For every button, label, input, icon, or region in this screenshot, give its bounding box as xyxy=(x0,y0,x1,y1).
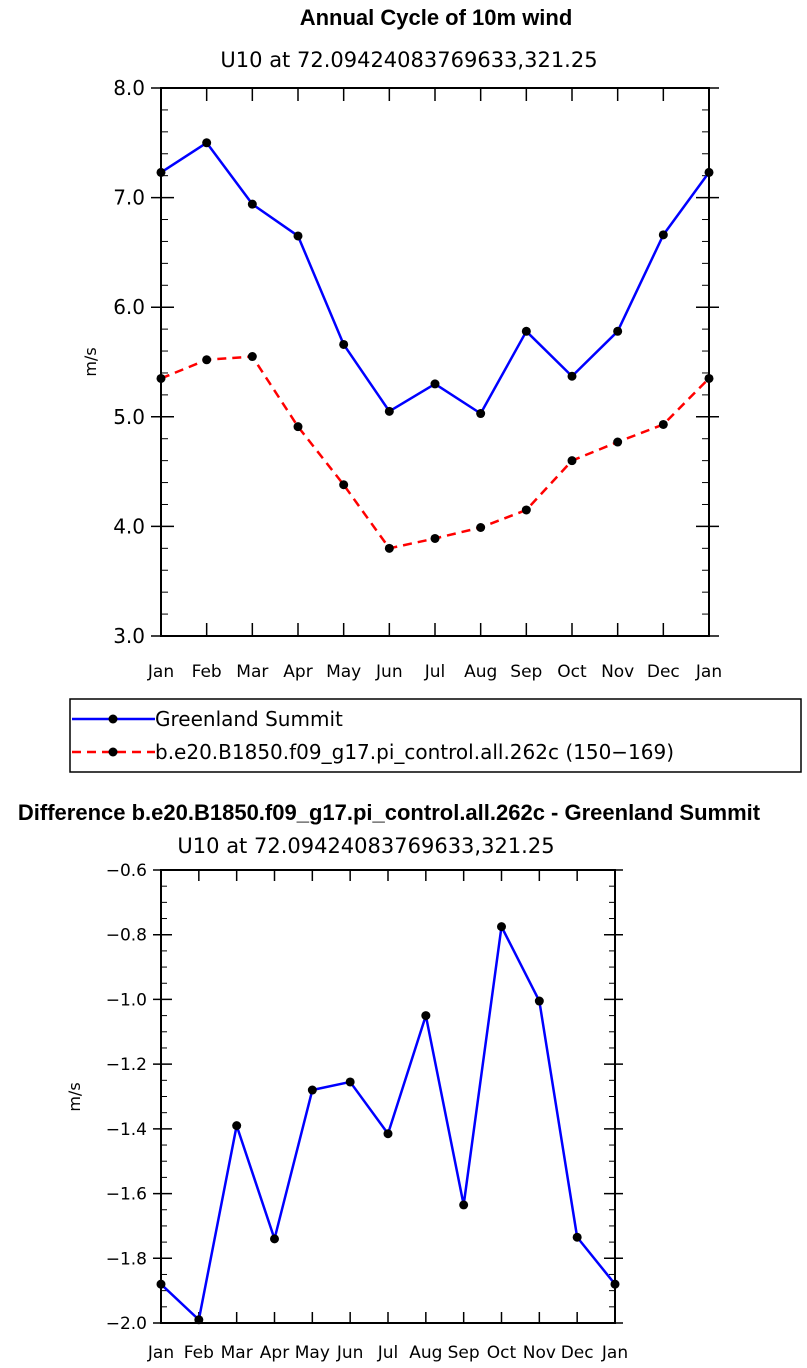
data-point xyxy=(421,1011,431,1021)
x-tick-label: Feb xyxy=(192,662,222,682)
data-point xyxy=(202,138,212,148)
legend-marker-greenland xyxy=(108,714,118,724)
x-tick-label: Nov xyxy=(601,662,634,682)
legend-entry-greenland: Greenland Summit xyxy=(155,707,343,731)
x-tick-label: Jun xyxy=(375,662,403,682)
x-tick-label: Jul xyxy=(424,662,446,682)
chart-subtitle: U10 at 72.09424083769633,321.25 xyxy=(177,834,554,858)
x-tick-label: Jun xyxy=(336,1343,364,1363)
y-tick-label: 6.0 xyxy=(113,295,145,319)
y-tick-label: −1.6 xyxy=(106,1185,147,1205)
annual-cycle-chart: Annual Cycle of 10m wind U10 at 72.09424… xyxy=(81,5,722,682)
data-point xyxy=(430,379,440,389)
x-tick-label: Jan xyxy=(147,662,174,682)
y-tick-label: −1.0 xyxy=(106,990,147,1010)
legend-box xyxy=(69,698,802,773)
x-tick-label: May xyxy=(295,1343,330,1363)
data-point xyxy=(156,373,166,383)
data-point xyxy=(534,996,544,1006)
data-point xyxy=(704,373,714,383)
data-point xyxy=(610,1279,620,1289)
data-point xyxy=(339,480,349,490)
series-line-1 xyxy=(160,925,616,1322)
x-tick-label: Oct xyxy=(557,662,587,682)
chart-title: Difference b.e20.B1850.f09_g17.pi_contro… xyxy=(18,800,761,825)
data-point xyxy=(658,230,668,240)
data-point xyxy=(658,419,668,429)
data-point xyxy=(232,1121,242,1131)
x-tick-label: Sep xyxy=(448,1343,480,1363)
data-point xyxy=(459,1200,469,1210)
y-tick-label: 8.0 xyxy=(113,76,145,100)
data-point xyxy=(567,371,577,381)
data-point xyxy=(613,437,623,447)
x-tick-label: Jan xyxy=(147,1343,174,1363)
legend-marker-model xyxy=(108,747,118,757)
data-point xyxy=(521,326,531,336)
x-tick-label: Jan xyxy=(695,662,722,682)
x-tick-label: Mar xyxy=(221,1343,253,1363)
y-tick-label: −2.0 xyxy=(106,1314,147,1334)
data-point xyxy=(383,1129,393,1139)
y-tick-label: 4.0 xyxy=(113,514,145,538)
data-point xyxy=(156,167,166,177)
x-tick-label: Apr xyxy=(283,662,312,682)
data-point xyxy=(339,339,349,349)
legend-entry-model: b.e20.B1850.f09_g17.pi_control.all.262c … xyxy=(155,740,674,764)
data-point xyxy=(384,543,394,553)
x-tick-label: May xyxy=(326,662,361,682)
x-tick-label: Aug xyxy=(464,662,497,682)
y-tick-label: 7.0 xyxy=(113,186,145,210)
data-point xyxy=(567,456,577,466)
data-point xyxy=(430,533,440,543)
x-tick-label: Dec xyxy=(561,1343,594,1363)
y-tick-label: −1.4 xyxy=(106,1120,147,1140)
plot-frame xyxy=(160,87,710,637)
x-tick-label: Oct xyxy=(487,1343,517,1363)
x-tick-label: Jul xyxy=(377,1343,399,1363)
y-tick-label: −1.2 xyxy=(106,1055,147,1075)
data-point xyxy=(476,522,486,532)
y-tick-label: −0.8 xyxy=(106,926,147,946)
data-point xyxy=(613,326,623,336)
data-point xyxy=(307,1085,317,1095)
x-tick-label: Dec xyxy=(647,662,680,682)
data-point xyxy=(521,505,531,515)
data-point xyxy=(345,1077,355,1087)
data-point xyxy=(202,355,212,365)
data-point xyxy=(476,409,486,419)
data-point xyxy=(270,1234,279,1244)
series-line-1 xyxy=(160,141,711,415)
data-point xyxy=(704,167,714,177)
x-tick-label: Aug xyxy=(409,1343,442,1363)
data-point xyxy=(247,199,257,209)
difference-chart: Difference b.e20.B1850.f09_g17.pi_contro… xyxy=(18,800,761,1363)
y-tick-label: −1.8 xyxy=(106,1249,147,1269)
plot-frame xyxy=(160,869,616,1324)
chart-title: Annual Cycle of 10m wind xyxy=(300,5,573,30)
x-tick-label: Nov xyxy=(523,1343,556,1363)
y-tick-label: −0.6 xyxy=(106,861,147,881)
x-tick-label: Jan xyxy=(601,1343,628,1363)
y-tick-label: 5.0 xyxy=(113,405,145,429)
data-point xyxy=(384,406,394,416)
y-axis-label: m/s xyxy=(81,347,100,376)
data-point xyxy=(572,1232,582,1242)
data-point xyxy=(293,231,303,241)
x-tick-label: Mar xyxy=(236,662,268,682)
chart-subtitle: U10 at 72.09424083769633,321.25 xyxy=(220,48,597,72)
data-point xyxy=(247,352,257,362)
x-tick-label: Apr xyxy=(260,1343,289,1363)
legend: Greenland Summit b.e20.B1850.f09_g17.pi_… xyxy=(69,698,802,773)
data-point xyxy=(194,1315,204,1325)
y-tick-label: 3.0 xyxy=(113,624,145,648)
x-tick-label: Sep xyxy=(510,662,542,682)
x-tick-label: Feb xyxy=(184,1343,214,1363)
data-point xyxy=(497,922,506,932)
data-point xyxy=(156,1279,166,1289)
data-point xyxy=(293,422,303,432)
y-axis-label: m/s xyxy=(65,1082,84,1111)
